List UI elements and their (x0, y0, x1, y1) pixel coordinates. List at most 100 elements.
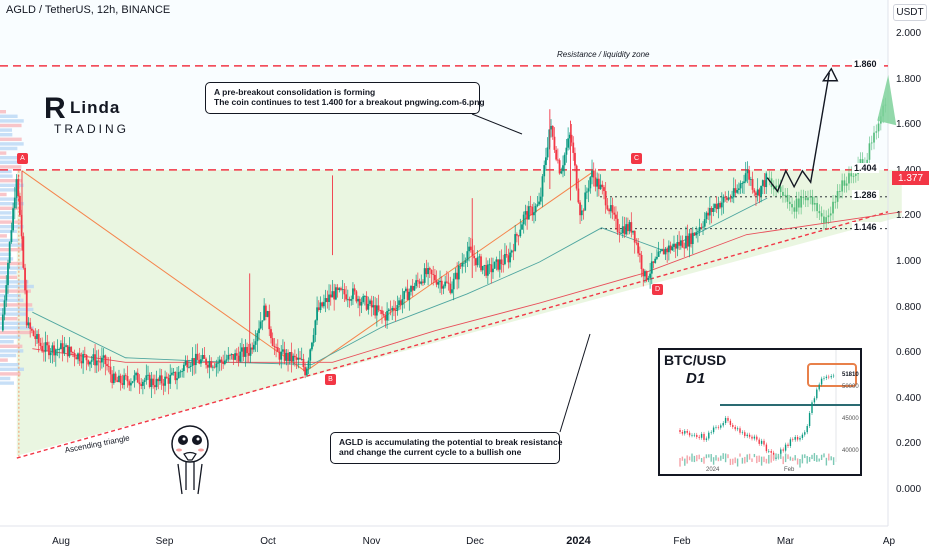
candle-body (328, 294, 330, 302)
candle-body (203, 355, 206, 359)
candle-body (249, 347, 252, 356)
inset-candle-body (720, 425, 722, 428)
inset-candle-body (780, 449, 782, 457)
candle-body (500, 259, 503, 265)
volume-profile-bar (0, 349, 24, 353)
inset-volume-bar (784, 453, 787, 463)
candle-body (124, 375, 127, 377)
inset-volume-bar (708, 454, 710, 458)
candle-body (568, 134, 571, 139)
candle-body (406, 288, 409, 300)
inset-candle-body (753, 436, 756, 439)
candle-body (130, 382, 132, 386)
candle-body (425, 268, 428, 275)
inset-candle-body (712, 427, 715, 433)
candle-body (481, 266, 484, 271)
inset-volume-bar (765, 458, 768, 464)
inset-candle-body (751, 436, 753, 439)
inset-volume-bar (703, 456, 705, 464)
candle-body (75, 357, 78, 360)
candle-body (29, 322, 32, 329)
candle-body (87, 360, 90, 365)
candle-body (358, 298, 361, 306)
candle-body (608, 209, 611, 212)
candle-body (394, 309, 397, 311)
inset-candle-body (696, 434, 698, 437)
candle-body (744, 173, 747, 182)
inset-volume-bar (712, 457, 715, 465)
volume-profile-bar (0, 174, 13, 178)
candle-body (623, 226, 626, 235)
candle-body (690, 233, 692, 245)
candle-body (591, 170, 593, 178)
point-c: C (631, 153, 642, 164)
inset-candle-body (768, 451, 770, 452)
candle-body (586, 191, 588, 193)
candle-body (726, 197, 728, 200)
candle-body (152, 378, 155, 386)
candle-body (338, 288, 341, 291)
inset-candle-body (825, 376, 828, 379)
inset-candle-body (801, 434, 804, 438)
candle-body (89, 361, 91, 365)
inset-candle-body (741, 432, 744, 433)
candle-body (92, 354, 95, 361)
candle-body (150, 378, 153, 387)
candle-body (212, 366, 214, 368)
projection-candle-body (838, 191, 841, 192)
candle-body (563, 154, 566, 166)
candle-body (311, 342, 313, 350)
callout-line: and change the current cycle to a bullis… (339, 447, 522, 457)
candle-body (401, 299, 404, 305)
candle-body (727, 197, 730, 200)
candle-body (307, 360, 310, 369)
candle-body (363, 296, 366, 297)
candle-body (712, 207, 715, 212)
candle-body (580, 210, 583, 216)
inset-candle-body (799, 437, 801, 440)
candle-body (758, 189, 761, 197)
candle-body (188, 366, 190, 368)
candle-body (720, 202, 723, 208)
candle-body (107, 365, 110, 367)
candle-body (128, 381, 131, 386)
candle-body (507, 255, 510, 263)
candle-body (749, 179, 752, 180)
projection-candle-body (786, 194, 789, 202)
candle-body (109, 366, 112, 375)
inset-candle-body (722, 423, 724, 426)
candle-body (94, 354, 96, 366)
candle-body (620, 233, 622, 234)
candle-body (589, 177, 592, 189)
candle-body (273, 346, 276, 348)
callout-pointer (471, 113, 523, 135)
candle-body (423, 268, 426, 283)
candle-body (548, 129, 551, 148)
candle-body (546, 147, 549, 158)
candle-body (83, 354, 86, 355)
inset-price-tag: 51810 (842, 372, 859, 378)
candle-body (169, 374, 172, 384)
logo-sub: TRADING (54, 122, 129, 136)
candle-body (133, 375, 136, 382)
candle-body (341, 289, 344, 290)
candle-body (688, 233, 691, 247)
inset-volume-bar (724, 453, 727, 463)
candle-body (413, 285, 416, 291)
candle-body (587, 188, 590, 192)
candle-body (99, 361, 102, 363)
candle-body (205, 358, 207, 365)
inset-candle-body (811, 402, 813, 414)
candle-body (10, 230, 13, 243)
candle-body (208, 361, 211, 368)
currency-button[interactable]: USDT (893, 4, 927, 21)
candle-body (635, 242, 638, 244)
inset-candle-body (806, 426, 808, 433)
inset-candle-body (732, 424, 734, 427)
volume-profile-bar (0, 192, 7, 197)
projection-candle-body (843, 180, 846, 186)
candle-body (466, 251, 469, 261)
candle-body (372, 305, 375, 308)
inset-volume-bar (734, 457, 736, 464)
chart-title: AGLD / TetherUS, 12h, BINANCE (6, 4, 171, 16)
